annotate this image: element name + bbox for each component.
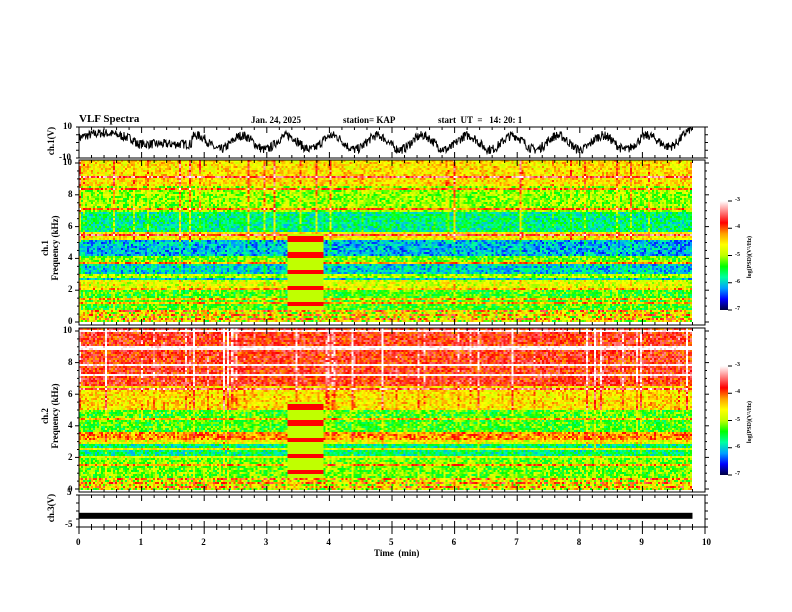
colorbar-tick-label: -4 — [735, 224, 740, 231]
freq-tick-label: 10 — [63, 157, 72, 167]
x-axis-label: Time (min) — [374, 548, 420, 558]
freq-tick-label: 8 — [68, 356, 73, 367]
colorbar1-label: log(PSD)(V²/Hz) — [747, 235, 753, 279]
spec2-ylabel-wrap: ch.2 Frequency (kHz) — [36, 368, 66, 458]
ch3-trace — [79, 512, 693, 519]
freq-tick-label: 2 — [68, 284, 73, 295]
x-tick-label: 0 — [76, 537, 81, 547]
colorbar-tick-label: -6 — [735, 443, 740, 450]
colorbar-tick-label: -4 — [735, 389, 740, 396]
x-tick-label: 9 — [639, 537, 644, 547]
colorbar-2 — [720, 366, 728, 475]
x-tick-label: 3 — [263, 537, 269, 547]
spec1-ylabel-channel: ch.1 — [40, 240, 50, 256]
freq-tick-label: 2 — [68, 452, 73, 463]
x-tick-label: 4 — [326, 537, 331, 547]
ch3-ylabel: ch.3(V) — [46, 493, 56, 523]
ch3-ytick-top: 5 — [67, 487, 72, 497]
chart-title: VLF Spectra — [79, 113, 140, 125]
station-label: station= KAP — [343, 115, 396, 125]
ch1-ylabel: ch.1(V) — [46, 126, 56, 156]
colorbar-tick-label: -7 — [735, 471, 740, 477]
ch1-waveform-line — [78, 127, 693, 156]
colorbar-tick-label: -5 — [735, 251, 740, 258]
freq-tick-label: 6 — [68, 388, 73, 399]
ch2-spectrogram-frame — [78, 327, 706, 493]
start-time-label: start UT = 14: 20: 1 — [438, 115, 523, 125]
ch1-spectrogram-frame — [78, 159, 706, 326]
colorbar-tick-label: -6 — [735, 278, 740, 285]
colorbar-tick-label: -7 — [735, 306, 740, 312]
date-label: Jan. 24, 2025 — [251, 115, 302, 125]
ch3-ylabel-wrap: ch.3(V) — [44, 490, 58, 530]
spec1-ylabel: ch.1 Frequency (kHz) — [40, 198, 60, 298]
ch1-ytick-bottom: -10 — [59, 152, 71, 162]
freq-tick-label: 0 — [68, 484, 73, 494]
freq-tick-label: 0 — [68, 316, 73, 326]
x-tick-label: 6 — [451, 537, 457, 547]
ch3-ytick-bottom: -5 — [65, 519, 73, 529]
spec2-ylabel-channel: ch.2 — [40, 408, 50, 424]
x-tick-label: 8 — [576, 537, 582, 547]
colorbar-1 — [720, 201, 728, 310]
x-tick-label: 2 — [201, 537, 206, 547]
colorbar-tick-label: -5 — [735, 416, 740, 423]
x-tick-label: 5 — [389, 537, 394, 547]
ch1-spectrogram-image — [79, 160, 692, 322]
cb1-label-wrap: log(PSD)(V²/Hz) — [745, 236, 757, 278]
spec2-ylabel-freq: Frequency (kHz) — [50, 383, 60, 449]
x-tick-label: 7 — [514, 537, 519, 547]
ch1-ylabel-wrap: ch.1(V) — [44, 123, 58, 163]
spec2-ylabel: ch.2 Frequency (kHz) — [40, 366, 60, 466]
spec1-ylabel-wrap: ch.1 Frequency (kHz) — [36, 200, 66, 290]
ch1-trace — [78, 127, 693, 156]
x-tick-label: 10 — [702, 537, 711, 547]
freq-tick-label: 10 — [63, 325, 72, 335]
freq-tick-label: 6 — [68, 220, 73, 231]
ch2-spectrogram-image — [79, 328, 692, 490]
cb2-label-wrap: log(PSD)(V²/Hz) — [745, 401, 757, 443]
colorbar-tick-label: -3 — [735, 197, 740, 203]
x-tick-label: 1 — [138, 537, 144, 547]
spec1-ylabel-freq: Frequency (kHz) — [50, 215, 60, 281]
freq-tick-label: 8 — [68, 188, 73, 199]
ch1-ytick-top: 10 — [63, 121, 72, 131]
colorbar2-label: log(PSD)(V²/Hz) — [747, 400, 753, 444]
freq-tick-label: 4 — [68, 420, 73, 431]
freq-tick-label: 4 — [68, 252, 73, 263]
colorbar-tick-label: -3 — [735, 362, 740, 368]
